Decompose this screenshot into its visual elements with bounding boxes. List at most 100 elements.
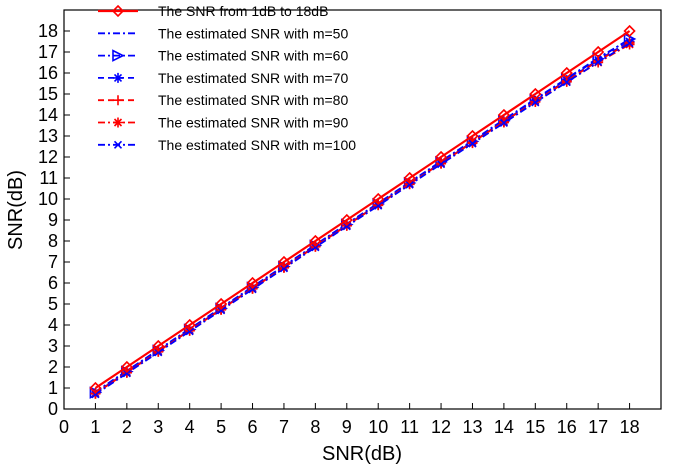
legend-entry: The estimated SNR with m=90	[98, 115, 348, 131]
y-tick-label: 12	[38, 147, 58, 167]
x-tick-label: 15	[525, 417, 545, 437]
legend-label: The SNR from 1dB to 18dB	[158, 3, 328, 19]
data-point-marker	[122, 369, 131, 378]
data-point-marker	[594, 58, 603, 67]
data-point-marker	[560, 66, 573, 80]
x-tick-label: 9	[342, 417, 352, 437]
y-tick-label: 10	[38, 189, 58, 209]
x-tick-label: 17	[588, 417, 608, 437]
data-point-marker	[113, 140, 123, 149]
data-point-marker	[277, 255, 291, 269]
legend: The SNR from 1dB to 18dB The estimated SN…	[98, 3, 356, 153]
data-point-marker	[497, 108, 511, 122]
data-point-marker	[214, 297, 228, 311]
data-point-marker	[248, 285, 257, 294]
y-tick-label: 15	[38, 84, 58, 104]
data-point-marker	[623, 24, 636, 38]
y-tick-label: 18	[38, 21, 58, 41]
data-point-marker	[405, 180, 414, 189]
data-point-marker	[279, 264, 289, 273]
y-tick-label: 8	[48, 231, 58, 251]
data-point-marker	[183, 318, 196, 332]
series-line	[94, 30, 631, 389]
data-point-marker	[499, 118, 508, 128]
y-tick-label: 17	[38, 42, 58, 62]
data-point-marker	[217, 306, 226, 315]
data-point-marker	[466, 129, 479, 143]
y-tick-label: 4	[48, 315, 58, 335]
data-point-marker	[113, 95, 123, 106]
data-point-marker	[246, 276, 259, 290]
y-tick-label: 3	[48, 336, 58, 356]
legend-entry: The estimated SNR with m=70	[98, 70, 348, 86]
data-point-marker	[340, 213, 353, 227]
x-tick-label: 10	[368, 417, 388, 437]
series-0	[89, 24, 636, 395]
y-tick-label: 14	[38, 105, 58, 125]
y-tick-label: 5	[48, 294, 58, 314]
data-point-marker	[624, 39, 635, 50]
x-axis-label: SNR(dB)	[322, 443, 402, 465]
y-tick-label: 6	[48, 273, 58, 293]
legend-label: The estimated SNR with m=60	[158, 48, 348, 64]
x-tick-label: 18	[620, 417, 640, 437]
data-point-marker	[311, 243, 320, 252]
data-point-marker	[113, 117, 123, 128]
data-point-marker	[112, 49, 125, 62]
series-line	[94, 42, 631, 396]
x-tick-label: 16	[557, 417, 577, 437]
y-tick-label: 2	[48, 357, 58, 377]
legend-label: The estimated SNR with m=100	[158, 137, 356, 153]
x-tick-label: 8	[310, 417, 320, 437]
legend-label: The estimated SNR with m=90	[158, 115, 348, 131]
data-point-marker	[152, 339, 165, 353]
data-point-marker	[342, 222, 351, 231]
data-point-marker	[154, 348, 163, 357]
x-tick-label: 1	[90, 417, 100, 437]
y-tick-label: 7	[48, 252, 58, 272]
data-point-marker	[403, 171, 416, 185]
data-point-marker	[91, 390, 100, 399]
data-point-marker	[562, 78, 571, 87]
x-tick-label: 4	[185, 417, 195, 437]
x-tick-label: 6	[248, 417, 258, 437]
data-point-marker	[309, 234, 322, 248]
data-point-marker	[185, 327, 194, 336]
y-tick-label: 16	[38, 63, 58, 83]
x-tick-label: 5	[216, 417, 226, 437]
x-tick-label: 2	[122, 417, 132, 437]
y-tick-label: 13	[38, 126, 58, 146]
data-point-marker	[529, 87, 542, 101]
legend-entry: The SNR from 1dB to 18dB	[98, 3, 328, 19]
legend-label: The estimated SNR with m=80	[158, 92, 348, 108]
x-tick-label: 13	[462, 417, 482, 437]
data-point-marker	[436, 160, 446, 169]
data-point-marker	[89, 381, 102, 395]
x-tick-label: 0	[59, 417, 69, 437]
x-tick-label: 11	[400, 417, 419, 437]
data-point-marker	[625, 39, 634, 48]
data-point-marker	[372, 192, 385, 206]
y-axis-label: SNR(dB)	[5, 170, 27, 250]
legend-label: The estimated SNR with m=50	[158, 25, 348, 41]
x-tick-label: 3	[153, 417, 163, 437]
data-point-marker	[434, 150, 448, 164]
x-tick-label: 12	[431, 417, 451, 437]
data-point-marker	[113, 72, 123, 83]
y-tick-label: 11	[39, 168, 58, 188]
x-tick-label: 7	[279, 417, 289, 437]
x-tick-label: 14	[494, 417, 514, 437]
legend-label: The estimated SNR with m=70	[158, 70, 348, 86]
data-point-marker	[592, 45, 605, 59]
data-point-marker	[374, 201, 383, 210]
legend-entry: The estimated SNR with m=80	[98, 92, 348, 108]
series-6	[91, 39, 634, 399]
y-tick-label: 9	[48, 210, 58, 230]
data-point-marker	[120, 360, 133, 374]
data-point-marker	[111, 4, 125, 18]
data-point-marker	[468, 139, 477, 148]
legend-entry: The estimated SNR with m=100	[98, 137, 356, 153]
plot-frame	[63, 9, 662, 410]
legend-entry: The estimated SNR with m=60	[98, 48, 348, 64]
legend-entry: The estimated SNR with m=50	[98, 25, 348, 41]
